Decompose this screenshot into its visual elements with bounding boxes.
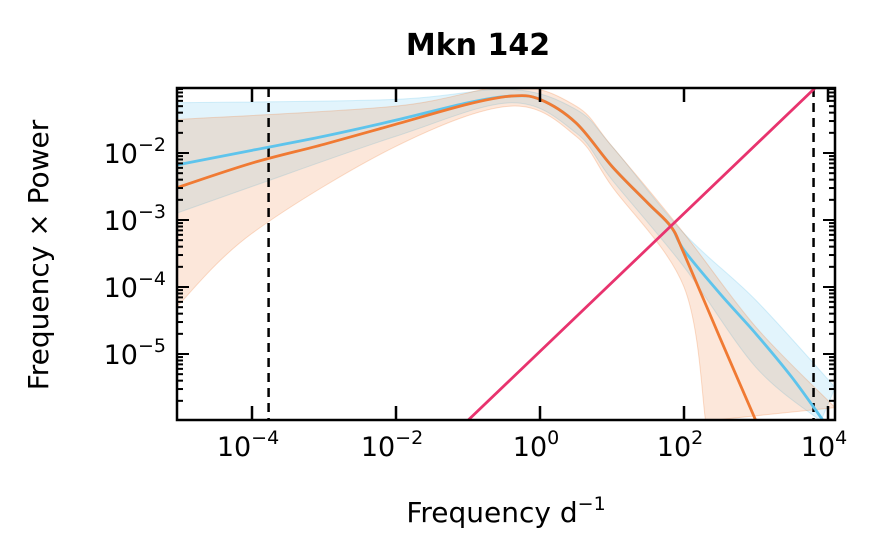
y-tick-label-1: 10−3: [104, 201, 166, 237]
model-orange-line: [177, 94, 758, 420]
x-tick-label-1: 10−2: [361, 427, 423, 463]
y-tick-label-2: 10−4: [104, 268, 166, 304]
model-blue-band: [177, 88, 835, 420]
y-tick-label-3: 10−5: [104, 335, 166, 371]
x-tick-label-4: 104: [801, 427, 847, 463]
x-tick-label-2: 100: [513, 427, 559, 463]
plot-frame: [175, 86, 837, 422]
x-axis-label: Frequency d−1: [406, 493, 605, 529]
noise-line-line: [466, 88, 817, 420]
y-axis-label: Frequency × Power: [22, 119, 55, 390]
plot-area: [177, 88, 835, 420]
model-orange-band: [177, 88, 835, 420]
x-tick-label-3: 102: [657, 427, 703, 463]
chart-title: Mkn 142: [406, 28, 550, 63]
y-tick-labels: 10−2 10−3 10−4 10−5: [104, 134, 166, 371]
y-tick-label-0: 10−2: [104, 134, 166, 170]
x-tick-label-0: 10−4: [217, 427, 279, 463]
x-tick-labels: 10−4 10−2 100 102 104: [217, 427, 847, 463]
